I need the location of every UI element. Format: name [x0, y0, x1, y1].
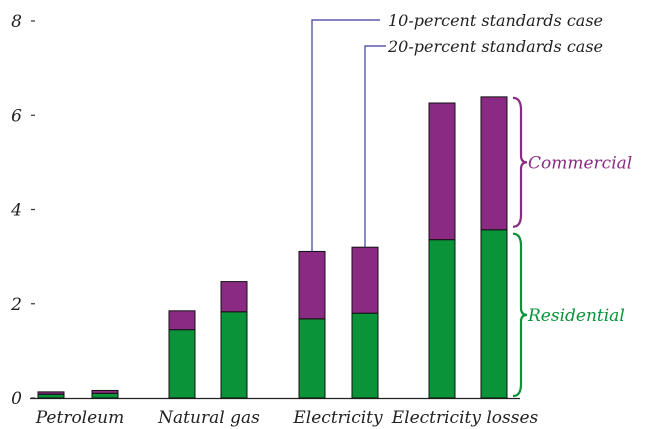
- series-braces: Commercial Residential: [512, 96, 632, 398]
- bar-segment-residential: [351, 312, 379, 399]
- bar-segment-commercial: [91, 389, 119, 394]
- bar-segment-residential: [91, 392, 119, 399]
- leader-line-20-percent: [364, 45, 386, 248]
- bar-segment-commercial: [37, 391, 65, 395]
- category-labels: Petroleum Natural gas Electricity Electrici…: [35, 408, 539, 428]
- bar-segment-residential: [480, 229, 508, 399]
- category-label: Electricity: [292, 408, 383, 428]
- brace-commercial: [512, 96, 528, 228]
- category-label: Natural gas: [157, 408, 260, 428]
- case-label-20-percent: 20-percent standards case: [387, 37, 603, 56]
- y-tick-label: 0: [11, 389, 22, 409]
- y-tick-label: 2: [10, 295, 22, 315]
- brace-residential: [512, 232, 528, 398]
- leader-line-10-percent: [311, 19, 380, 252]
- bar-segment-residential: [37, 393, 65, 399]
- series-label-commercial: Commercial: [528, 153, 632, 173]
- bar-segment-commercial: [480, 96, 508, 231]
- case-label-10-percent: 10-percent standards case: [388, 11, 603, 30]
- bar-segment-commercial: [220, 281, 248, 313]
- category-label: Electricity losses: [391, 408, 539, 428]
- series-label-residential: Residential: [527, 306, 625, 326]
- bar-segment-residential: [220, 311, 248, 399]
- bar-segment-commercial: [168, 310, 196, 331]
- bar-segment-residential: [428, 239, 456, 399]
- bar-segment-commercial: [298, 250, 326, 320]
- y-tick-label: 6: [11, 106, 22, 126]
- bar-segment-commercial: [428, 102, 456, 241]
- bar-segment-commercial: [351, 246, 379, 314]
- y-tick-label: 8: [11, 12, 22, 32]
- bar-segment-residential: [298, 318, 326, 399]
- y-tick-label: 4: [10, 201, 22, 221]
- bar-segment-residential: [168, 329, 196, 399]
- bars: [37, 96, 508, 399]
- category-label: Petroleum: [35, 408, 125, 428]
- case-callouts: 10-percent standards case 20-percent stan…: [311, 11, 603, 252]
